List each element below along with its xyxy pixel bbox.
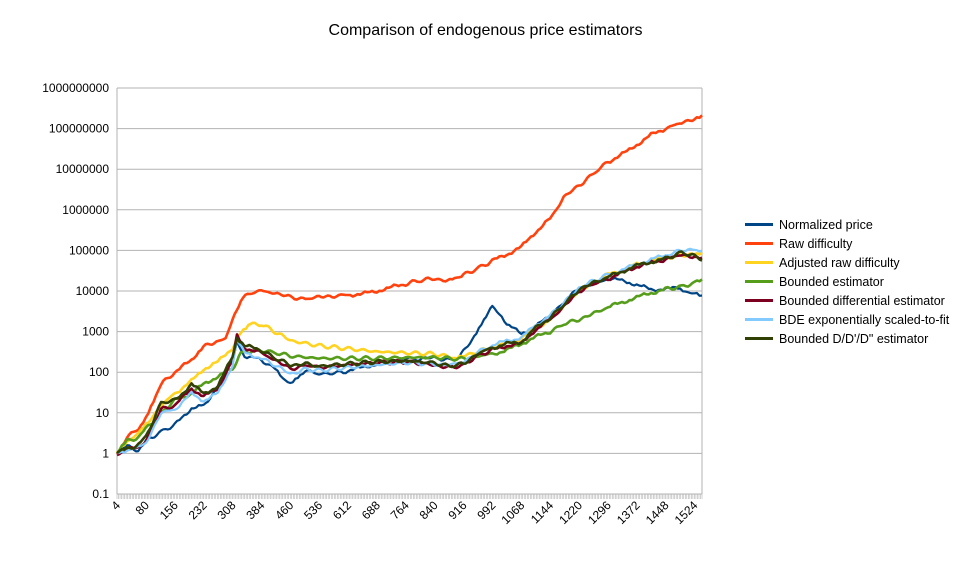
legend-label: Normalized price [779, 217, 873, 232]
legend-item: Bounded differential estimator [745, 291, 949, 310]
y-tick-label: 1000 [82, 325, 109, 339]
series-line-7 [116, 250, 703, 455]
x-tick-label: 308 [215, 498, 239, 522]
legend-item: Bounded estimator [745, 272, 949, 291]
legend-swatch [745, 223, 773, 226]
x-tick-label: 916 [445, 498, 469, 522]
y-tick-label: 10 [96, 406, 110, 420]
x-tick-label: 1372 [614, 498, 643, 527]
x-tick-label: 1524 [672, 498, 701, 527]
x-tick-label: 384 [243, 498, 267, 522]
x-tick-label: 612 [330, 498, 354, 522]
chart-title: Comparison of endogenous price estimator… [328, 22, 643, 39]
y-tick-label: 100000 [69, 243, 109, 257]
x-tick-label: 536 [301, 498, 325, 522]
x-tick-label: 840 [417, 498, 441, 522]
x-tick-label: 460 [272, 498, 296, 522]
x-tick-label: 232 [186, 498, 210, 522]
legend-label: Raw difficulty [779, 236, 853, 251]
x-tick-label: 4 [108, 498, 123, 513]
x-tick-label: 1296 [585, 498, 614, 527]
x-tick-label: 156 [157, 498, 181, 522]
legend-item: Normalized price [745, 215, 949, 234]
legend-swatch [745, 299, 773, 302]
legend-item: Bounded D/D'/D" estimator [745, 329, 949, 348]
legend-item: BDE exponentially scaled-to-fit [745, 310, 949, 329]
legend-swatch [745, 261, 773, 264]
legend-swatch [745, 337, 773, 340]
y-tick-label: 10000000 [56, 162, 110, 176]
legend: Normalized price Raw difficulty Adjusted r… [745, 215, 949, 348]
y-tick-label: 10000 [76, 284, 110, 298]
legend-item: Raw difficulty [745, 234, 949, 253]
legend-label: Bounded differential estimator [779, 293, 945, 308]
y-tick-label: 1000000 [62, 203, 109, 217]
legend-label: Bounded D/D'/D" estimator [779, 331, 929, 346]
legend-swatch [745, 242, 773, 245]
legend-swatch [745, 318, 773, 321]
x-tick-label: 992 [474, 498, 498, 522]
series-line-4 [115, 278, 703, 455]
y-tick-label: 1 [102, 446, 109, 460]
x-tick-label: 1220 [556, 498, 585, 527]
x-tick-label: 764 [388, 498, 412, 522]
series-line-2 [115, 114, 703, 456]
y-tick-label: 100 [89, 365, 109, 379]
y-tick-label: 100000000 [49, 122, 109, 136]
y-tick-label: 1000000000 [42, 81, 109, 95]
legend-item: Adjusted raw difficulty [745, 253, 949, 272]
x-tick-label: 1448 [643, 498, 672, 527]
legend-label: Bounded estimator [779, 274, 884, 289]
x-tick-label: 688 [359, 498, 383, 522]
x-tick-label: 80 [133, 498, 153, 518]
x-tick-label: 1144 [528, 498, 556, 526]
x-tick-label: 1068 [499, 498, 528, 527]
y-tick-label: 0.1 [92, 487, 109, 501]
legend-swatch [745, 280, 773, 283]
legend-label: BDE exponentially scaled-to-fit [779, 312, 950, 327]
series-line-6 [116, 247, 703, 455]
legend-label: Adjusted raw difficulty [779, 255, 900, 270]
